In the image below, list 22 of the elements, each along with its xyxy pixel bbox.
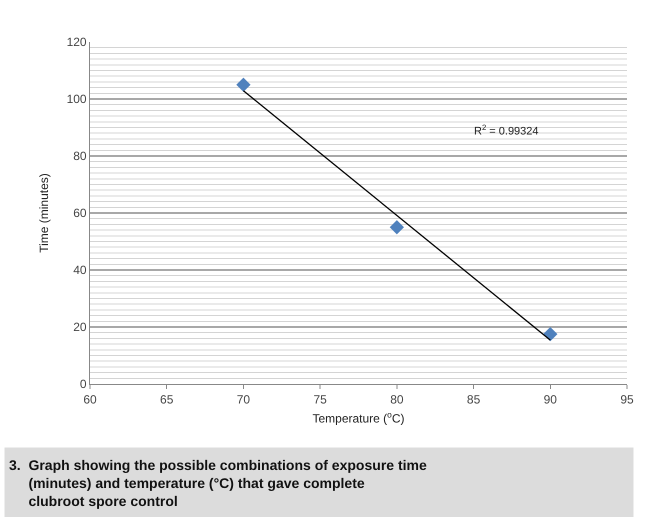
- y-tick-label: 40: [73, 263, 87, 278]
- x-tick-label: 75: [313, 392, 328, 406]
- point: [543, 326, 558, 342]
- point: [390, 220, 404, 234]
- x-tick-label: 65: [160, 392, 174, 406]
- x-tick-label: 90: [544, 392, 558, 406]
- x-tick-label: 85: [466, 392, 481, 406]
- y-tick-label: 20: [73, 320, 87, 334]
- x-axis-title: Temperature ($^{o}$C): [312, 409, 405, 426]
- y-tick-label: 100: [66, 92, 87, 106]
- y-axis-title: Time (minutes): [36, 173, 51, 253]
- x-tick-label: 60: [83, 392, 97, 406]
- y-tick-label: 120: [66, 35, 87, 50]
- y-tick-label: 80: [73, 149, 87, 164]
- point: [236, 78, 251, 92]
- x-tick-label: 80: [390, 392, 404, 406]
- y-tick-label: 60: [73, 206, 87, 220]
- annotation: R$^{2}$ = 0.99324: [474, 123, 539, 138]
- x-tick-label: 70: [236, 392, 250, 406]
- y-tick-label: 0: [80, 377, 87, 392]
- text: 3. Graph showing the possible combinations of exposure time (minutes) and temperature (°C) that gave complete clubroot spore control: [9, 456, 427, 510]
- x-tick-label: 95: [620, 392, 634, 406]
